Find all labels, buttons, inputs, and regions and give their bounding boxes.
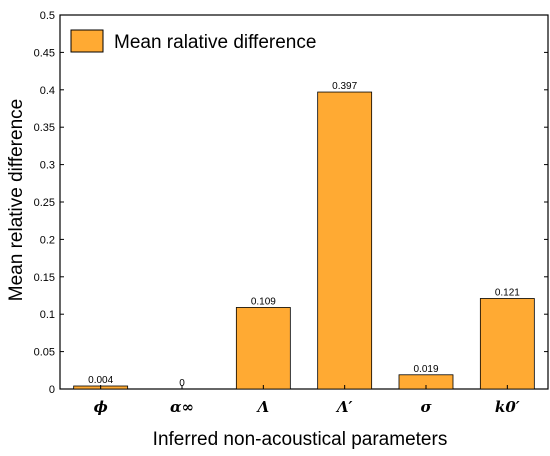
legend: Mean ralative difference bbox=[70, 29, 316, 53]
bar bbox=[479, 298, 535, 390]
y-tick-label: 0.5 bbox=[40, 10, 55, 22]
bar-group bbox=[73, 91, 535, 390]
y-tick-label: 0.2 bbox=[40, 234, 55, 246]
y-tick-label: 0.05 bbox=[34, 347, 55, 359]
y-tick-label: 0 bbox=[49, 384, 55, 396]
y-tick-label: 0.3 bbox=[40, 160, 55, 172]
x-tick-label: Λ bbox=[256, 398, 270, 416]
data-label-group: 0.004 0 0.109 0.397 0.019 0.121 bbox=[88, 81, 520, 389]
plot-frame bbox=[59, 14, 549, 390]
y-tick-label: 0.45 bbox=[34, 47, 55, 59]
y-tick-label: 0.35 bbox=[34, 122, 55, 134]
plot-area bbox=[59, 14, 549, 390]
y-tick-label: 0.4 bbox=[40, 85, 55, 97]
data-label: 0.004 bbox=[88, 375, 113, 386]
x-axis: ϕ α∞ Λ Λ′ σ k0′ bbox=[94, 385, 520, 416]
y-axis: 0 0.05 0.1 0.15 0.2 0.25 0.3 0.35 0.4 0.45 0.5 bbox=[34, 10, 548, 396]
bar bbox=[317, 91, 373, 390]
x-tick-label: ϕ bbox=[94, 398, 108, 416]
x-tick-label: α∞ bbox=[170, 398, 194, 416]
legend-swatch bbox=[70, 29, 104, 53]
y-tick-label: 0.1 bbox=[40, 309, 55, 321]
bar bbox=[235, 307, 291, 390]
x-tick-label: Λ′ bbox=[335, 398, 353, 416]
x-axis-title: Inferred non-acoustical parameters bbox=[153, 429, 448, 450]
x-tick-label: k0′ bbox=[495, 398, 520, 416]
y-tick-label: 0.15 bbox=[34, 272, 55, 284]
data-label: 0.109 bbox=[251, 296, 276, 307]
data-label: 0.019 bbox=[413, 364, 438, 375]
data-label: 0.121 bbox=[495, 287, 520, 298]
y-axis-title: Mean relative difference bbox=[6, 99, 27, 301]
data-label: 0 bbox=[179, 378, 185, 389]
data-label: 0.397 bbox=[332, 81, 357, 92]
y-tick-label: 0.25 bbox=[34, 197, 55, 209]
legend-label: Mean ralative difference bbox=[114, 32, 316, 53]
x-tick-label: σ bbox=[420, 398, 432, 416]
